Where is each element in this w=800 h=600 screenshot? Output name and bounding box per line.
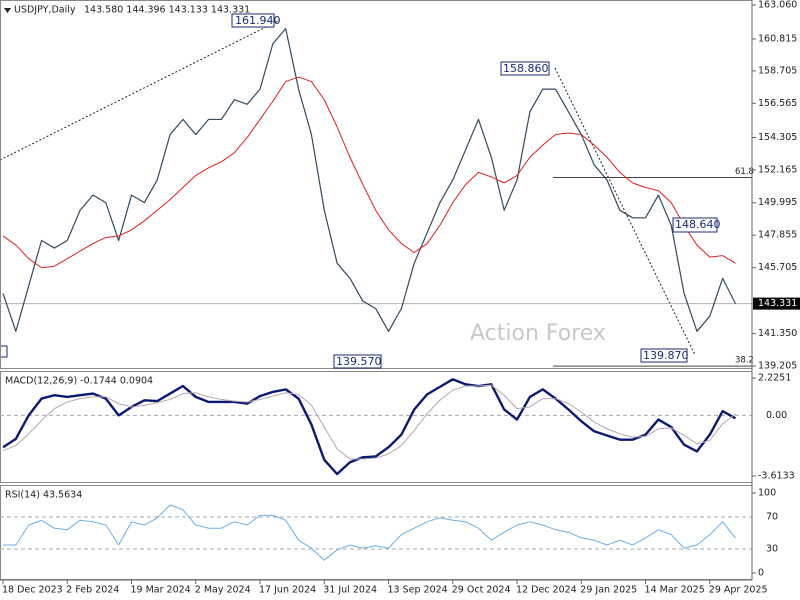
y-tick-label: 152.165 xyxy=(758,164,797,175)
series-line xyxy=(2,378,737,476)
level-label: 30 xyxy=(766,544,778,555)
callout-label: 148.640 xyxy=(675,218,721,231)
callout: 158.860 xyxy=(500,61,550,76)
level-label: 0.00 xyxy=(766,410,787,421)
series-line xyxy=(2,28,737,332)
x-tick-label: 29 Apr 2025 xyxy=(709,585,768,596)
y-tick-label: 160.815 xyxy=(758,33,797,44)
x-tick-label: 19 Mar 2024 xyxy=(131,585,191,596)
y-tick-label: 139.205 xyxy=(758,361,797,372)
y-tick-label: 100 xyxy=(758,488,776,499)
callout: 148.640 xyxy=(672,217,721,233)
y-tick-label: 2.2251 xyxy=(758,373,791,384)
x-tick-label: 12 Dec 2024 xyxy=(516,585,577,596)
fib-label: 38.2 xyxy=(735,356,754,366)
callout-label: 139.870 xyxy=(643,349,689,362)
callout: 139.870 xyxy=(640,348,689,363)
y-tick-label: -3.6133 xyxy=(758,470,795,481)
x-tick-label: 17 Jun 2024 xyxy=(259,585,316,596)
y-tick-label: 145.705 xyxy=(758,262,797,273)
series-line xyxy=(2,76,736,269)
y-tick-label: 149.995 xyxy=(758,197,797,208)
watermark: Action Forex xyxy=(470,321,606,346)
panel-title: MACD(12,26,9) -0.1744 0.0904 xyxy=(5,376,153,387)
level-label: 70 xyxy=(766,512,778,523)
y-tick-label: 163.060 xyxy=(758,0,797,10)
y-tick-label: 0 xyxy=(758,568,764,579)
x-tick-label: 18 Dec 2023 xyxy=(2,585,63,596)
y-tick-label: 141.350 xyxy=(758,328,797,339)
y-tick-label: 158.705 xyxy=(758,65,797,76)
panel-title: RSI(14) 43.5634 xyxy=(5,490,82,501)
price-tag xyxy=(753,297,800,310)
trendline xyxy=(554,67,696,356)
x-tick-label: 29 Jan 2025 xyxy=(580,585,637,596)
menu-icon xyxy=(4,8,11,13)
panel-subtitle: 143.580 144.396 143.133 143.331 xyxy=(84,5,250,16)
callout: 161.940 xyxy=(231,13,281,28)
callout-label: 158.860 xyxy=(503,62,549,75)
x-tick-label: 13 Sep 2024 xyxy=(388,585,448,596)
x-tick-label: 29 Oct 2024 xyxy=(452,585,511,596)
series-line xyxy=(2,384,736,460)
panel-title: USDJPY,Daily xyxy=(14,5,76,16)
y-tick-label: 147.855 xyxy=(758,230,797,241)
price-label: 143.331 xyxy=(758,298,797,309)
callout-box xyxy=(0,345,8,358)
annotations: 161.940 158.860 148.640 139.870 139.570 xyxy=(231,13,721,369)
x-tick-label: 31 Jul 2024 xyxy=(323,585,377,596)
fib-label: 61.8 xyxy=(735,167,754,177)
callout-label: 161.940 xyxy=(235,14,281,27)
callout-label: 139.570 xyxy=(336,355,382,368)
y-tick-label: 156.565 xyxy=(758,98,797,109)
x-tick-label: 14 Mar 2025 xyxy=(645,585,705,596)
series-line xyxy=(3,504,736,561)
callout: 139.570 xyxy=(333,354,382,369)
y-tick-label: 154.305 xyxy=(758,132,797,143)
x-tick-label: 2 May 2024 xyxy=(195,585,251,596)
x-tick-label: 2 Feb 2024 xyxy=(66,585,119,596)
trendline xyxy=(0,19,281,161)
